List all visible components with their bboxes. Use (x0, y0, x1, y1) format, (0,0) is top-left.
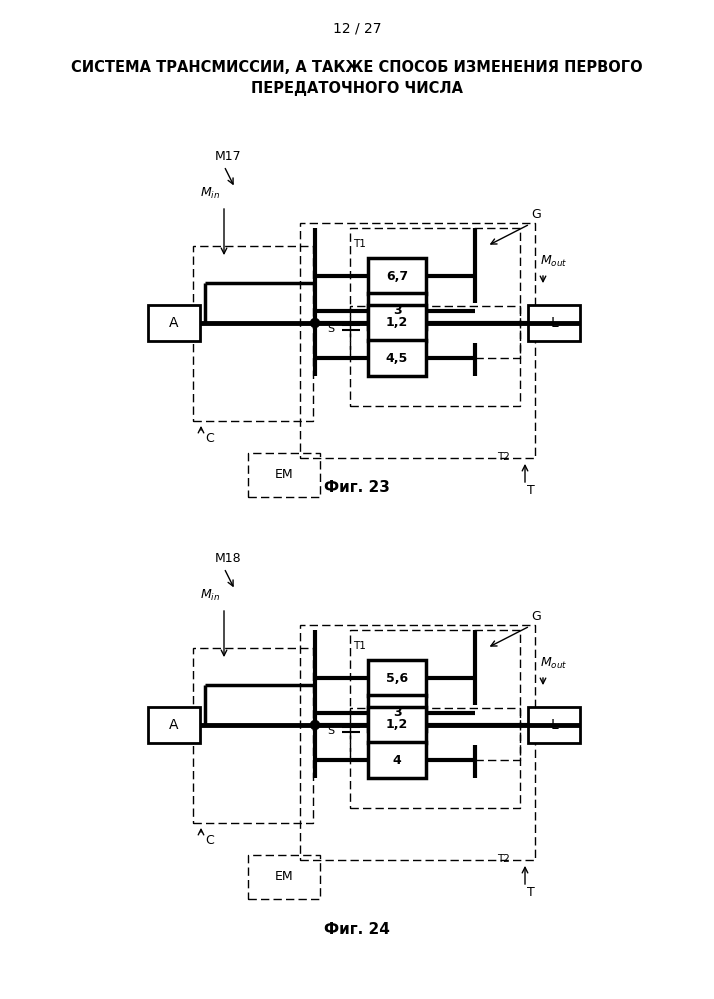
Bar (368, 258, 426, 294)
Circle shape (311, 319, 319, 328)
Text: T1: T1 (353, 239, 366, 249)
Text: СИСТЕМА ТРАНСМИССИИ, А ТАКЖЕ СПОСОБ ИЗМЕНЕНИЯ ПЕРВОГО: СИСТЕМА ТРАНСМИССИИ, А ТАКЖЕ СПОСОБ ИЗМЕ… (71, 61, 643, 76)
Bar (368, 660, 426, 696)
Bar (350, 708, 520, 808)
Text: $M_{out}$: $M_{out}$ (540, 655, 568, 670)
Text: L: L (550, 718, 558, 732)
Text: $M_{out}$: $M_{out}$ (540, 254, 568, 269)
Text: T2: T2 (497, 854, 510, 864)
Text: G: G (531, 209, 540, 222)
Text: M17: M17 (215, 150, 241, 163)
Bar (528, 305, 580, 341)
Bar (248, 453, 320, 497)
Text: C: C (205, 433, 213, 446)
Text: ПЕРЕДАТОЧНОГО ЧИСЛА: ПЕРЕДАТОЧНОГО ЧИСЛА (251, 81, 463, 96)
Text: EM: EM (275, 469, 293, 482)
Text: S: S (327, 726, 334, 736)
Text: 1,2: 1,2 (386, 718, 408, 731)
Text: M18: M18 (215, 551, 241, 564)
Text: A: A (169, 316, 178, 330)
Text: C: C (205, 834, 213, 847)
Bar (300, 223, 535, 458)
Bar (193, 246, 313, 421)
Bar (248, 855, 320, 899)
Text: 4: 4 (393, 753, 401, 766)
Text: 3: 3 (393, 706, 401, 719)
Text: G: G (531, 610, 540, 623)
Bar (300, 625, 535, 860)
Bar (368, 340, 426, 376)
Bar (350, 228, 520, 358)
Text: T: T (527, 885, 535, 898)
Bar (350, 630, 520, 760)
Text: 3: 3 (393, 305, 401, 318)
Bar (193, 648, 313, 823)
Text: 1,2: 1,2 (386, 317, 408, 330)
Bar (148, 707, 200, 743)
Bar (528, 707, 580, 743)
Bar (350, 306, 520, 406)
Bar (368, 707, 426, 743)
Bar (368, 695, 426, 731)
Text: T2: T2 (497, 452, 510, 462)
Text: L: L (550, 316, 558, 330)
Text: 12 / 27: 12 / 27 (333, 21, 381, 35)
Text: $M_{in}$: $M_{in}$ (200, 587, 220, 602)
Text: 6,7: 6,7 (386, 270, 408, 283)
Bar (368, 742, 426, 778)
Text: T1: T1 (353, 641, 366, 651)
Text: T: T (527, 484, 535, 497)
Bar (148, 305, 200, 341)
Text: A: A (169, 718, 178, 732)
Text: Фиг. 23: Фиг. 23 (324, 481, 390, 496)
Bar (368, 305, 426, 341)
Text: S: S (327, 324, 334, 334)
Text: 5,6: 5,6 (386, 671, 408, 684)
Circle shape (311, 720, 319, 729)
Bar (368, 293, 426, 329)
Text: 4,5: 4,5 (386, 352, 408, 365)
Text: $M_{in}$: $M_{in}$ (200, 186, 220, 201)
Text: EM: EM (275, 870, 293, 883)
Text: Фиг. 24: Фиг. 24 (324, 922, 390, 937)
